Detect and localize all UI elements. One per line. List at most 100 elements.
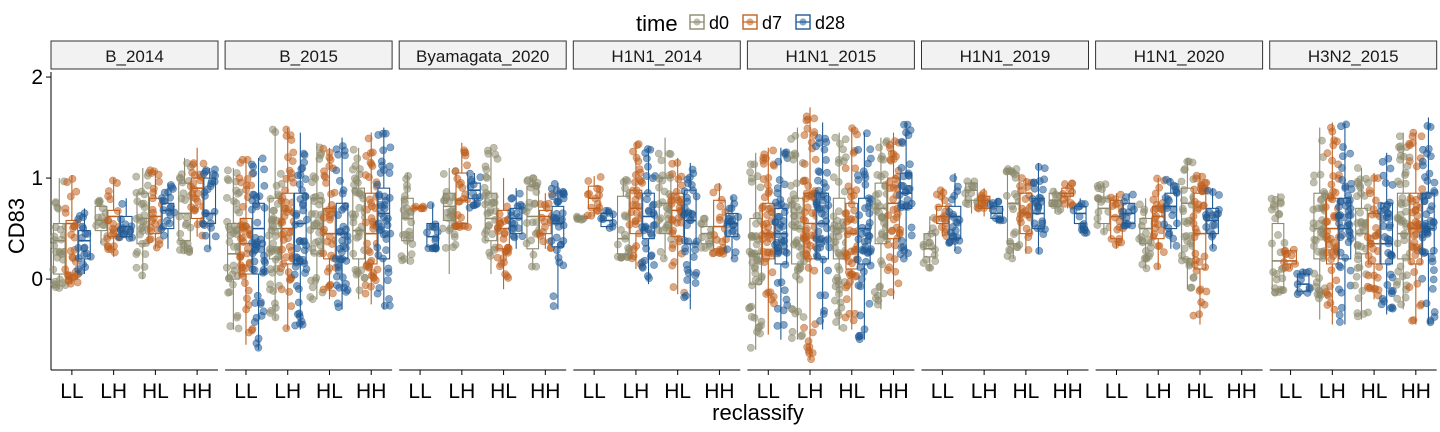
data-point xyxy=(1374,286,1383,294)
data-point xyxy=(236,253,245,262)
data-point xyxy=(276,169,285,178)
data-point xyxy=(73,278,82,287)
data-point xyxy=(599,215,607,224)
data-point xyxy=(361,171,370,179)
data-point xyxy=(1364,178,1372,187)
x-tick-label: HH xyxy=(704,380,734,403)
data-point xyxy=(883,266,892,275)
data-point xyxy=(894,279,903,288)
data-point xyxy=(642,244,651,253)
data-point xyxy=(403,181,411,190)
data-point xyxy=(831,133,840,142)
data-point xyxy=(163,216,171,225)
data-point xyxy=(1371,196,1380,205)
data-point xyxy=(1430,308,1439,316)
facet-panel-H1N1_2020: H1N1_2020 LL LH HL HH xyxy=(1093,40,1264,403)
data-point xyxy=(1195,286,1204,295)
data-point xyxy=(1024,246,1033,254)
data-point xyxy=(1172,241,1181,250)
data-point xyxy=(928,224,937,233)
data-point xyxy=(132,188,141,197)
data-point xyxy=(937,223,946,232)
data-point xyxy=(400,255,409,263)
data-point xyxy=(692,269,701,277)
data-point xyxy=(182,219,191,228)
data-point xyxy=(856,311,865,320)
data-point xyxy=(383,276,392,285)
data-point xyxy=(864,231,873,240)
x-tick-label: LH xyxy=(1145,380,1172,403)
data-point xyxy=(713,183,722,192)
data-point xyxy=(104,187,113,196)
data-point xyxy=(683,193,691,202)
data-point xyxy=(350,174,359,183)
box-LL-d0 xyxy=(49,177,70,292)
box-LL-d7 xyxy=(1280,245,1300,272)
data-point xyxy=(1215,191,1223,199)
data-point xyxy=(835,155,843,164)
data-point xyxy=(308,283,317,292)
data-point xyxy=(339,242,348,251)
data-point xyxy=(843,217,852,226)
data-point xyxy=(907,223,916,232)
data-point xyxy=(1309,178,1318,187)
x-tick-label: HH xyxy=(1401,380,1431,403)
facet-strip xyxy=(1269,40,1438,70)
data-point xyxy=(1033,224,1042,233)
data-point xyxy=(1295,288,1303,296)
box-HL-d0 xyxy=(1351,164,1372,321)
data-point xyxy=(1065,184,1073,193)
data-point xyxy=(1326,282,1334,291)
data-point xyxy=(272,181,281,190)
data-point xyxy=(1346,149,1355,158)
data-point xyxy=(1310,235,1319,244)
data-point xyxy=(1401,293,1410,302)
data-point xyxy=(311,209,320,218)
data-point xyxy=(453,211,462,219)
data-point xyxy=(1421,248,1430,257)
box-LH-d7 xyxy=(973,188,991,217)
data-point xyxy=(897,181,906,190)
data-point xyxy=(858,223,867,232)
data-point xyxy=(668,261,677,270)
data-point xyxy=(897,200,906,209)
data-point xyxy=(1335,202,1343,211)
data-point xyxy=(1209,221,1217,229)
data-point xyxy=(1038,219,1047,228)
data-point xyxy=(1078,221,1087,230)
box-LL-d28 xyxy=(1293,267,1314,298)
data-point xyxy=(1191,249,1200,258)
data-point xyxy=(150,167,158,176)
data-point xyxy=(441,244,450,252)
data-point xyxy=(853,255,862,264)
data-point xyxy=(1180,166,1189,175)
data-point xyxy=(963,177,972,186)
data-point xyxy=(1408,139,1417,147)
data-point xyxy=(1021,195,1030,203)
data-point xyxy=(804,182,813,190)
data-point xyxy=(1369,244,1377,253)
data-point xyxy=(146,227,155,236)
data-point xyxy=(380,192,389,201)
box-HL-d28 xyxy=(1202,186,1223,252)
x-tick-label: LL xyxy=(582,380,605,403)
data-point xyxy=(842,209,851,217)
data-point xyxy=(1297,275,1305,284)
data-point xyxy=(237,269,246,278)
x-tick-label: HH xyxy=(182,380,212,403)
data-point xyxy=(382,235,391,243)
data-point xyxy=(290,270,299,279)
data-point xyxy=(715,246,724,254)
data-point xyxy=(839,145,847,154)
data-point xyxy=(311,276,320,285)
data-point xyxy=(1335,311,1344,319)
data-point xyxy=(1339,143,1347,151)
data-point xyxy=(554,222,563,231)
data-point xyxy=(277,264,285,273)
data-point xyxy=(1344,207,1353,216)
data-point xyxy=(1379,171,1388,180)
x-tick-label: LL xyxy=(757,380,780,403)
data-point xyxy=(1298,268,1307,277)
data-point xyxy=(1059,195,1068,204)
data-point xyxy=(326,280,335,289)
